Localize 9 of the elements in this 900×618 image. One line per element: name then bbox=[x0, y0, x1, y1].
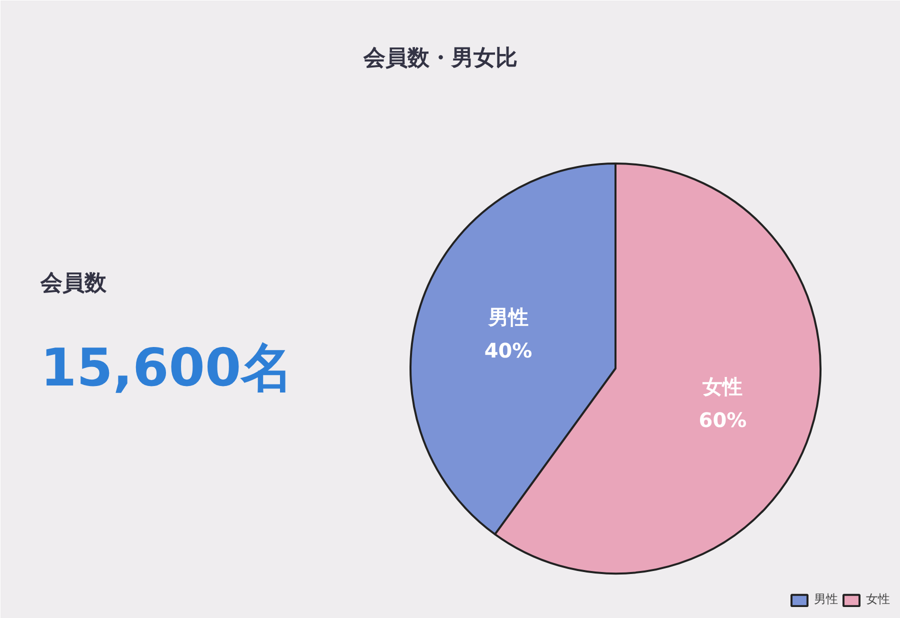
data-label: 60% bbox=[698, 408, 747, 432]
slice-label: 女性 bbox=[702, 374, 743, 399]
legend-label: 女性 bbox=[866, 591, 890, 608]
legend-label: 男性 bbox=[814, 591, 838, 608]
chart-title: 会員数・男女比 bbox=[362, 46, 518, 71]
slice-label: 男性 bbox=[487, 304, 528, 329]
data-label: 40% bbox=[484, 338, 532, 362]
text: 15,600名 bbox=[40, 338, 294, 398]
text: 会員数 bbox=[40, 271, 108, 296]
